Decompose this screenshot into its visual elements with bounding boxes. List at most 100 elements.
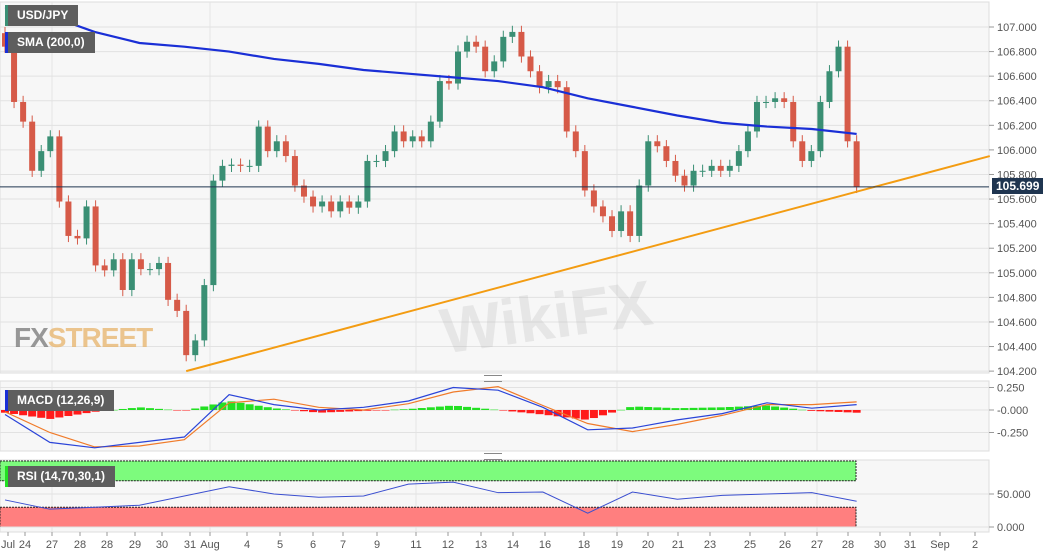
macd-histogram-bar bbox=[290, 410, 299, 411]
candle-body bbox=[174, 299, 181, 311]
candle bbox=[790, 95, 797, 148]
candle bbox=[146, 262, 153, 276]
candle-body bbox=[545, 81, 552, 88]
candle bbox=[527, 50, 534, 78]
y-tick-label: 106.200 bbox=[997, 120, 1037, 132]
macd-histogram-bar bbox=[517, 410, 526, 413]
y-tick-label: 104.200 bbox=[997, 366, 1037, 378]
macd-histogram-bar bbox=[816, 410, 825, 412]
candle-body bbox=[282, 141, 289, 157]
y-tick-label: 104.800 bbox=[997, 292, 1037, 304]
x-tick-label: Jul bbox=[1, 539, 15, 551]
logo-fx: FX bbox=[14, 322, 49, 353]
candle-body bbox=[790, 101, 797, 142]
candle-body bbox=[536, 71, 543, 88]
candle bbox=[346, 195, 353, 214]
macd-histogram-bar bbox=[490, 409, 499, 411]
candle-body bbox=[328, 201, 335, 212]
candle bbox=[183, 304, 190, 362]
candle bbox=[65, 195, 72, 243]
macd-label[interactable]: MACD (12,26,9) bbox=[5, 390, 115, 411]
macd-histogram-bar bbox=[472, 407, 481, 410]
macd-y-tick-label: -0.250 bbox=[997, 428, 1028, 440]
candle bbox=[636, 179, 643, 243]
candle bbox=[699, 164, 706, 177]
panel-bg-1 bbox=[0, 380, 990, 452]
candle bbox=[491, 55, 498, 78]
macd-histogram-bar bbox=[10, 410, 19, 414]
candle bbox=[708, 159, 715, 177]
candle bbox=[47, 130, 54, 158]
candle bbox=[799, 135, 806, 168]
macd-histogram-bar bbox=[580, 410, 589, 420]
candle-body bbox=[74, 235, 81, 239]
macd-histogram-bar bbox=[318, 410, 327, 413]
macd-histogram-bar bbox=[390, 409, 399, 411]
candle bbox=[599, 200, 606, 223]
rsi-resize-handle[interactable] bbox=[484, 453, 502, 460]
candle-body bbox=[47, 136, 54, 152]
x-tick-label: 4 bbox=[244, 539, 250, 551]
x-tick-label: 28 bbox=[842, 539, 854, 551]
macd-histogram-bar bbox=[435, 406, 444, 410]
macd-histogram-bar bbox=[716, 407, 725, 410]
candle-body bbox=[11, 46, 18, 102]
symbol-label[interactable]: USD/JPY bbox=[5, 5, 79, 26]
macd-histogram-bar bbox=[725, 406, 734, 410]
candle-body bbox=[264, 126, 271, 152]
x-tick-label: 31 bbox=[904, 539, 916, 551]
macd-histogram-bar bbox=[19, 410, 28, 416]
candle-body bbox=[237, 164, 244, 166]
macd-histogram-bar bbox=[834, 410, 843, 412]
candle-body bbox=[382, 151, 389, 161]
x-tick-label: 6 bbox=[310, 539, 316, 551]
candle bbox=[853, 135, 860, 194]
candle-body bbox=[799, 141, 806, 161]
x-tick-label: 29 bbox=[129, 539, 141, 551]
candle-body bbox=[83, 206, 90, 239]
macd-histogram-bar bbox=[354, 410, 363, 412]
macd-histogram-bar bbox=[771, 406, 780, 410]
candle-body bbox=[156, 262, 163, 270]
candle-body bbox=[201, 285, 208, 341]
macd-histogram-bar bbox=[82, 410, 91, 414]
macd-histogram-bar bbox=[626, 407, 635, 410]
candle-body bbox=[427, 121, 434, 142]
candle bbox=[726, 159, 733, 177]
x-tick-label: 11 bbox=[410, 539, 421, 551]
candle bbox=[609, 210, 616, 238]
candle-body bbox=[726, 165, 733, 171]
rsi-y-tick-label: 0.000 bbox=[997, 522, 1025, 534]
rsi-overbought-zone bbox=[0, 460, 857, 482]
macd-resize-handle[interactable] bbox=[484, 375, 502, 382]
macd-histogram-bar bbox=[118, 408, 127, 410]
macd-histogram-bar bbox=[336, 410, 345, 412]
rsi-label[interactable]: RSI (14,70,30,1) bbox=[5, 466, 116, 487]
sma-label[interactable]: SMA (200,0) bbox=[5, 32, 95, 53]
candle-body bbox=[246, 165, 253, 167]
fxstreet-logo: FXSTREET bbox=[14, 322, 153, 354]
candle-body bbox=[645, 141, 652, 186]
x-tick-label: 24 bbox=[19, 539, 31, 551]
macd-histogram-bar bbox=[589, 410, 598, 419]
macd-histogram-bar bbox=[200, 406, 209, 410]
x-tick-label: 30 bbox=[156, 539, 168, 551]
candle bbox=[518, 25, 525, 63]
macd-histogram-bar bbox=[680, 408, 689, 410]
candle bbox=[844, 40, 851, 148]
candle bbox=[210, 174, 217, 292]
candle-body bbox=[291, 156, 298, 186]
macd-histogram-bar bbox=[191, 408, 200, 410]
candle-body bbox=[473, 41, 480, 47]
candle-body bbox=[337, 201, 344, 212]
candle-body bbox=[554, 81, 561, 88]
y-tick-label: 105.400 bbox=[997, 219, 1037, 231]
candle bbox=[373, 154, 380, 168]
macd-histogram-bar bbox=[37, 410, 46, 418]
candle-body bbox=[744, 131, 751, 152]
macd-histogram-bar bbox=[263, 407, 272, 410]
macd-histogram-bar bbox=[164, 409, 173, 411]
macd-signal-line bbox=[4, 385, 857, 448]
candle bbox=[681, 169, 688, 192]
candle-body bbox=[618, 211, 625, 232]
